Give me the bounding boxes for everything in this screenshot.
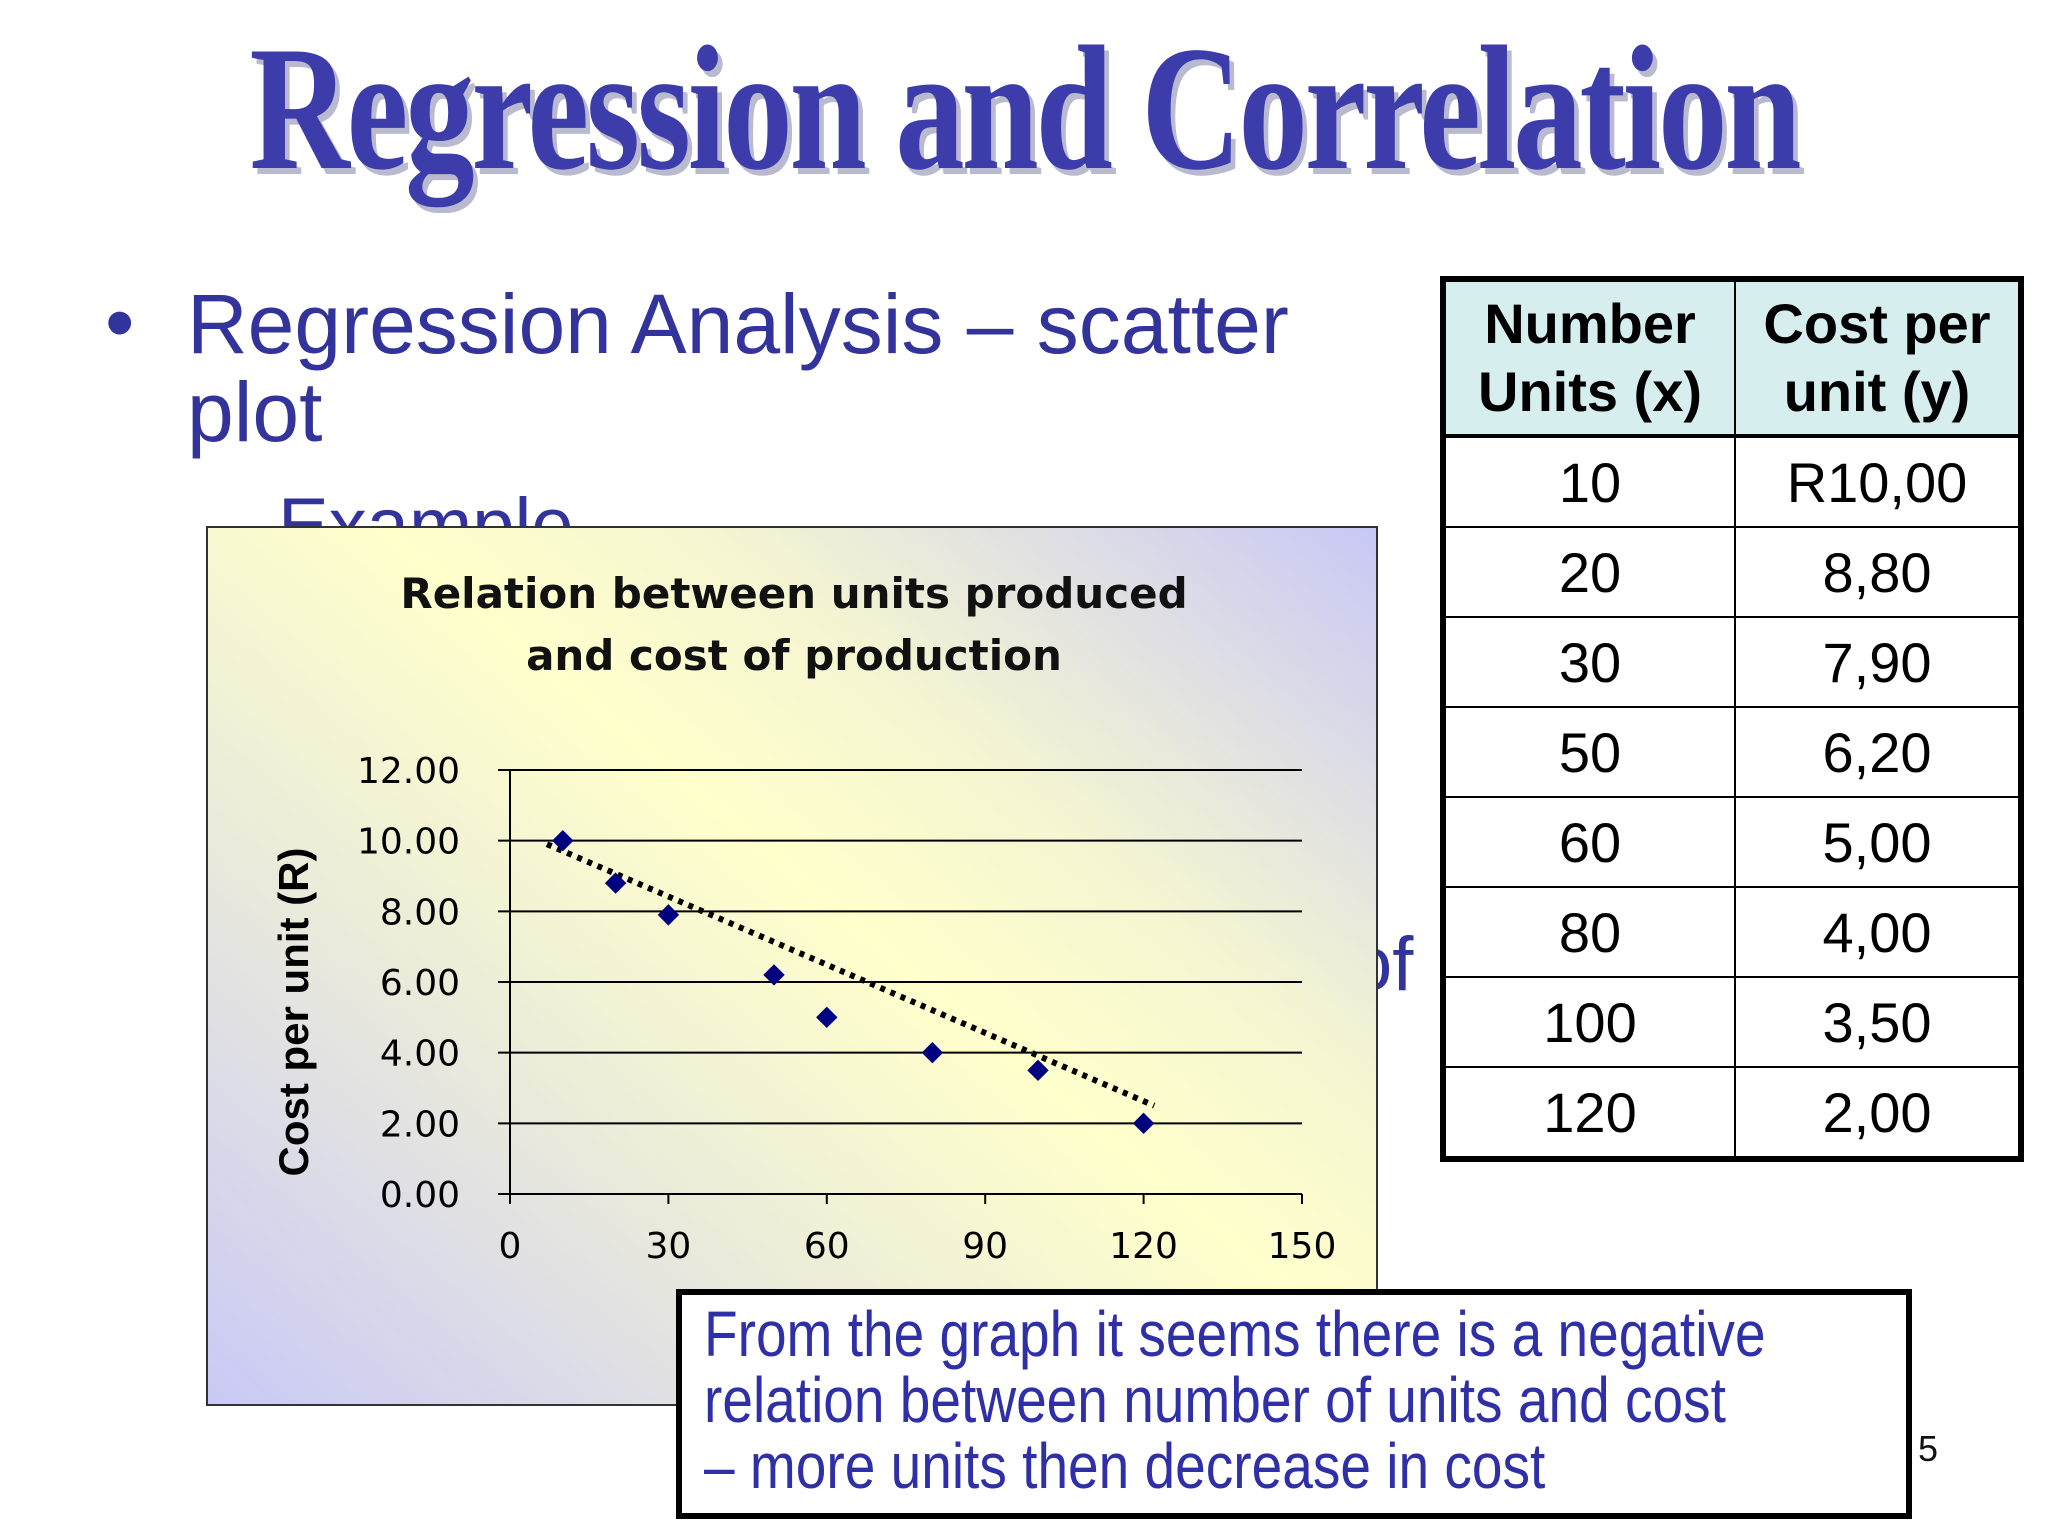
data-point [1027,1059,1049,1082]
cell-cost: 3,50 [1734,976,2022,1068]
cell-cost: 5,00 [1734,796,2022,888]
cell-cost: 4,00 [1734,886,2022,978]
header-cost-per-unit-line-1: Cost per [1763,292,1991,355]
table-row: 30 7,90 [1442,616,2022,708]
note-line-3: – more units then decrease in cost [704,1430,1546,1502]
note-line-1: From the graph it seems there is a negat… [704,1298,1766,1370]
y-tick-label: 0.00 [380,1175,460,1216]
data-point [1132,1112,1155,1135]
table-body: 10 R10,00 20 8,80 30 7,90 50 6,20 60 5,00 80 4,00 10… [1442,435,2022,1160]
y-tick-label: 12.00 [357,751,460,792]
cell-cost: 6,20 [1734,706,2022,798]
trendline [545,841,1156,1109]
x-tick-label: 120 [1109,1226,1178,1267]
page-number: 5 [1918,1428,1939,1469]
data-point [763,964,785,986]
bullet-text: Regression Analysis – scatter plot [187,277,1289,459]
table-row: 50 6,20 [1442,706,2022,798]
chart-title-line-1: Relation between units produced [400,569,1188,618]
table-row: 20 8,80 [1442,526,2022,618]
data-point [921,1041,944,1064]
data-point [657,904,680,926]
y-tick-label: 10.00 [357,822,460,863]
y-tick-label: 2.00 [380,1104,460,1145]
header-cost-per-unit: Cost per unit (y) [1734,278,2022,438]
x-tick-label: 0 [499,1226,522,1267]
cell-cost: 8,80 [1734,526,2022,618]
bullet-dot: • [105,275,135,369]
cell-cost: 2,00 [1734,1066,2022,1160]
slide-title: Regression and Correlation [249,9,1802,207]
data-point [816,1006,838,1029]
cell-units: 80 [1442,886,1736,978]
data-table: Number Units (x) Cost per unit (y) 10 R10… [1440,276,2024,1162]
header-number-units: Number Units (x) [1442,278,1736,438]
table-header-row: Number Units (x) Cost per unit (y) [1442,278,2022,438]
note-text: From the graph it seems there is a negat… [704,1298,1766,1502]
table-row: 100 3,50 [1442,976,2022,1068]
y-axis-label: Cost per unit (R) [270,848,317,1177]
chart-title: Relation between units produced and cost… [208,563,1380,687]
cell-units: 10 [1442,435,1736,528]
x-tick-label: 150 [1268,1226,1337,1267]
table-row: 120 2,00 [1442,1066,2022,1160]
table-row: 80 4,00 [1442,886,2022,978]
chart-title-line-2: and cost of production [526,631,1062,680]
cell-units: 60 [1442,796,1736,888]
cell-units: 100 [1442,976,1736,1068]
x-tick-label: 30 [645,1226,691,1267]
cell-units: 50 [1442,706,1736,798]
x-tick-label: 90 [962,1226,1008,1267]
cell-units: 30 [1442,616,1736,708]
y-tick-label: 4.00 [380,1034,460,1075]
y-tick-label: 6.00 [380,963,460,1004]
y-tick-label: 8.00 [380,892,460,933]
header-number-units-line-2: Units (x) [1478,360,1702,423]
cell-cost: 7,90 [1734,616,2022,708]
note-callout: From the graph it seems there is a negat… [676,1289,1912,1519]
data-point [604,872,627,894]
scatter-chart: 0.00 2.00 4.00 6.00 8.00 10.00 12.00 0 30 60 90 120… [206,526,1378,1406]
data-point [552,829,574,852]
cell-units: 120 [1442,1066,1736,1160]
cell-cost: R10,00 [1734,435,2022,528]
table-row: 60 5,00 [1442,796,2022,888]
header-number-units-line-1: Number [1484,292,1696,355]
header-cost-per-unit-line-2: unit (y) [1783,360,1971,423]
cell-units: 20 [1442,526,1736,618]
note-line-2: relation between number of units and cos… [704,1364,1726,1436]
x-tick-label: 60 [804,1226,850,1267]
chart-canvas: 0.00 2.00 4.00 6.00 8.00 10.00 12.00 0 30 60 90 120… [270,751,1337,1267]
table-row: 10 R10,00 [1442,435,2022,528]
